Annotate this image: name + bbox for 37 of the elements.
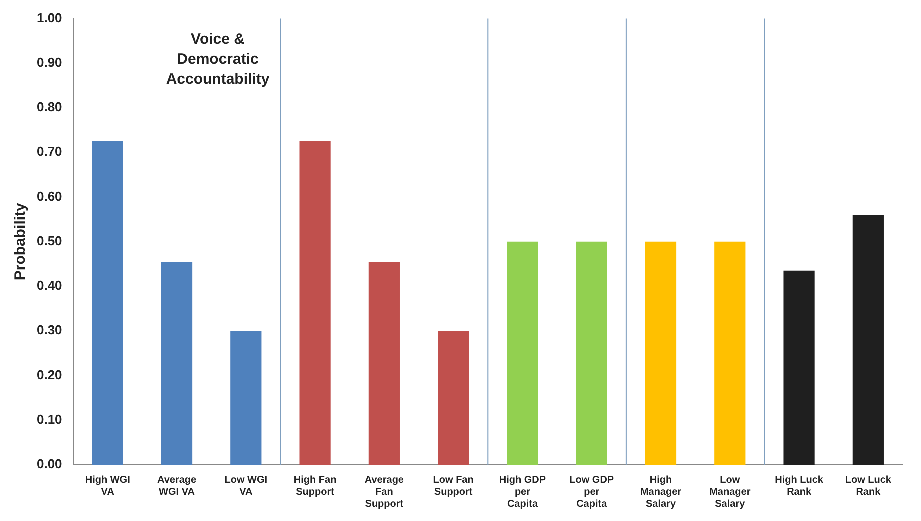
bar xyxy=(92,142,124,465)
y-tick-label: 0.30 xyxy=(36,322,62,338)
bar xyxy=(714,242,746,465)
bar xyxy=(230,331,262,465)
y-tick-label: 0.20 xyxy=(36,367,62,382)
bar xyxy=(784,270,815,465)
bar xyxy=(645,242,677,465)
x-tick-label: High Fan Support xyxy=(294,474,337,498)
y-tick-label: 0.70 xyxy=(36,144,62,160)
x-tick-label: Low Luck Rank xyxy=(845,474,892,498)
x-tick-label: Low GDP per Capita xyxy=(570,474,614,510)
bar xyxy=(438,331,470,465)
x-tick-label: High Luck Rank xyxy=(775,474,824,498)
bar xyxy=(368,262,400,465)
y-tick-label: 0.40 xyxy=(36,278,62,294)
y-tick-label: 1.00 xyxy=(36,10,62,26)
y-tick-label: 0.80 xyxy=(36,100,62,115)
bar xyxy=(300,142,331,465)
x-tick-label: High Manager Salary xyxy=(640,474,682,510)
x-tick-label: High WGI VA xyxy=(85,474,131,498)
y-tick-label: 0.90 xyxy=(36,55,62,70)
y-axis-title: Probability xyxy=(12,202,30,281)
bar xyxy=(852,215,884,465)
x-tick-label: High GDP per Capita xyxy=(499,474,546,510)
x-tick-label: Average WGI VA xyxy=(157,474,197,498)
y-tick-label: 0.10 xyxy=(36,412,62,427)
x-tick-label: Low Manager Salary xyxy=(710,474,751,510)
x-tick-label: Low Fan Support xyxy=(433,474,474,498)
bar xyxy=(576,242,608,465)
x-tick-label: Average Fan Support xyxy=(364,474,404,510)
y-tick-label: 0.00 xyxy=(36,456,62,472)
x-tick-label: Low WGI VA xyxy=(224,474,268,498)
bar xyxy=(507,242,538,465)
annotation: Voice & Democratic Accountability xyxy=(165,30,271,90)
bar xyxy=(161,262,193,465)
y-tick-label: 0.60 xyxy=(36,188,62,204)
y-tick-label: 0.50 xyxy=(36,233,62,248)
